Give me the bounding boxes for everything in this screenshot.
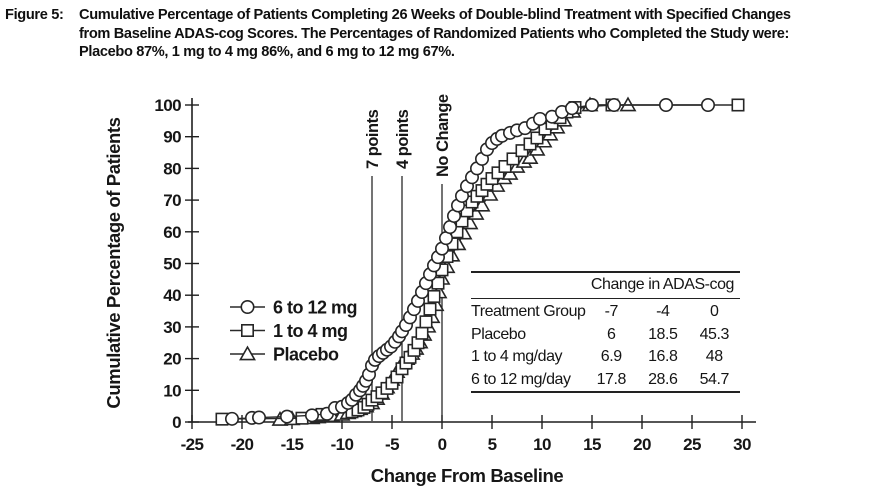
value-cell: 45.3	[699, 325, 730, 343]
inset-table-grid: Treatment Group -7 -4 0 Placebo 6 18.5 45.3 1 to…	[471, 301, 740, 391]
x-tick-label: 30	[733, 435, 751, 454]
y-tick-label: 100	[154, 96, 181, 115]
square-marker	[423, 302, 437, 316]
y-tick-label: 60	[163, 223, 181, 242]
square-marker	[415, 326, 429, 340]
triangle-marker	[239, 345, 256, 361]
circle-marker	[606, 98, 621, 113]
treatment-group-cell: Placebo	[471, 325, 526, 343]
x-tick-label: -20	[231, 435, 254, 454]
legend-label: Placebo	[273, 345, 339, 365]
figure-caption: Figure 5: Cumulative Percentage of Patie…	[5, 6, 873, 62]
reference-line-label: 7 points	[364, 109, 382, 169]
x-tick-label: -25	[181, 435, 204, 454]
y-tick-label: 30	[163, 318, 181, 337]
circle-marker	[240, 299, 255, 314]
adas-cog-inset-table: Change in ADAS-cog Treatment Group -7 -4 0 P…	[471, 271, 740, 394]
circle-marker	[658, 98, 673, 113]
x-tick-label: 25	[683, 435, 701, 454]
circle-marker	[279, 409, 294, 424]
y-tick-label: 80	[163, 159, 181, 178]
caption-line-2: from Baseline ADAS-cog Scores. The Perce…	[79, 25, 790, 42]
x-axis-title: Change From Baseline	[371, 465, 564, 486]
circle-marker	[252, 410, 267, 425]
y-tick-label: 90	[163, 128, 181, 147]
x-tick-label: 15	[583, 435, 601, 454]
y-tick-label: 40	[163, 286, 181, 305]
value-cell: 54.7	[699, 370, 730, 388]
value-cell: 28.6	[648, 370, 678, 388]
y-tick-label: 10	[163, 381, 181, 400]
figure-label: Figure 5:	[5, 7, 64, 23]
treatment-group-cell: 6 to 12 mg/day	[471, 370, 571, 388]
circle-marker	[304, 408, 319, 423]
y-tick-label: 70	[163, 191, 181, 210]
y-axis-title: Cumulative Percentage of Patients	[103, 117, 124, 408]
circle-marker	[700, 98, 715, 113]
series-circle	[225, 98, 715, 426]
table-row: 1 to 4 mg/day 6.9 16.8 48	[471, 346, 740, 368]
y-tick-label: 0	[172, 413, 181, 432]
reference-line-label: 4 points	[394, 109, 412, 169]
figure-title: Cumulative Percentage of Patients Comple…	[79, 6, 791, 62]
caption-line-3: Placebo 87%, 1 mg to 4 mg 86%, and 6 mg …	[79, 44, 455, 61]
x-tick-label: 10	[533, 435, 551, 454]
value-cell: 0	[710, 303, 719, 321]
square-marker	[506, 152, 520, 166]
value-cell: 18.5	[648, 325, 678, 343]
legend-item: 1 to 4 mg	[230, 321, 348, 341]
circle-marker	[532, 111, 547, 126]
treatment-group-cell: Treatment Group	[471, 303, 586, 321]
table-row: Placebo 6 18.5 45.3	[471, 324, 740, 346]
value-cell: 6.9	[600, 348, 622, 366]
square-marker	[530, 131, 544, 145]
square-marker	[731, 98, 745, 112]
square-marker	[241, 323, 255, 337]
reference-line-label: No Change	[434, 94, 452, 177]
circle-marker	[225, 411, 240, 426]
value-cell: -7	[604, 303, 619, 321]
x-tick-label: 5	[488, 435, 497, 454]
table-row: 6 to 12 mg/day 17.8 28.6 54.7	[471, 369, 740, 391]
circle-marker	[564, 101, 579, 116]
treatment-group-cell: 1 to 4 mg/day	[471, 348, 563, 366]
caption-line-1: Cumulative Percentage of Patients Comple…	[79, 7, 791, 23]
value-cell: 17.8	[596, 370, 627, 388]
x-tick-label: 20	[633, 435, 651, 454]
square-marker	[515, 144, 529, 158]
x-tick-label: -15	[281, 435, 304, 454]
y-tick-label: 50	[163, 255, 181, 274]
value-cell: 16.8	[648, 348, 678, 366]
legend-item: Placebo	[230, 345, 340, 365]
x-tick-label: -5	[385, 435, 399, 454]
x-tick-label: 0	[438, 435, 447, 454]
legend-label: 1 to 4 mg	[273, 321, 348, 341]
legend-label: 6 to 12 mg	[273, 298, 357, 318]
value-cell: -4	[656, 303, 670, 321]
value-cell: 6	[607, 325, 616, 343]
value-cell: 48	[705, 348, 723, 366]
circle-marker	[584, 98, 599, 113]
table-row: Treatment Group -7 -4 0	[471, 301, 740, 323]
square-marker	[498, 159, 512, 173]
x-tick-label: -10	[331, 435, 354, 454]
legend-item: 6 to 12 mg	[230, 298, 358, 318]
square-marker	[427, 289, 441, 303]
square-marker	[419, 315, 433, 329]
inset-table-title: Change in ADAS-cog	[471, 273, 740, 300]
y-tick-label: 20	[163, 350, 181, 369]
